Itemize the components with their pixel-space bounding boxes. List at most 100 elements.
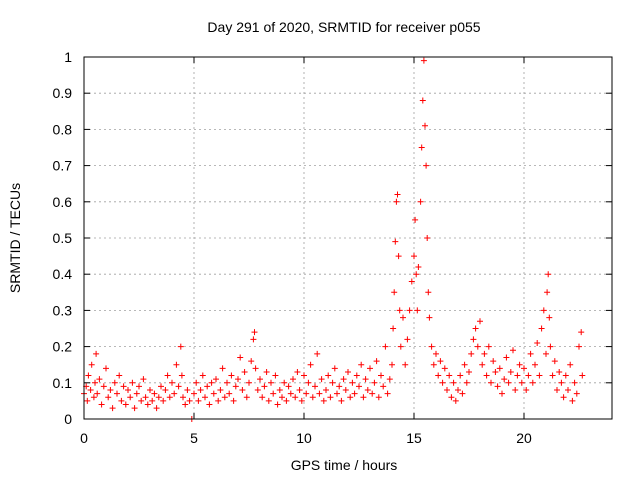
data-point: [160, 397, 167, 404]
data-point: [459, 390, 466, 397]
data-point: [477, 318, 483, 325]
data-point: [461, 361, 468, 368]
data-point: [384, 390, 391, 397]
data-point: [466, 368, 472, 375]
data-point: [571, 379, 578, 386]
data-point: [237, 354, 244, 361]
data-point: [274, 401, 281, 408]
data-point: [314, 350, 321, 357]
data-point: [296, 387, 303, 394]
data-point: [565, 387, 571, 394]
data-point: [175, 383, 182, 390]
data-point: [439, 379, 446, 386]
data-point: [529, 379, 536, 386]
data-point: [510, 347, 516, 354]
x-tick-label: 15: [406, 430, 422, 446]
data-point: [210, 390, 217, 397]
data-point: [327, 394, 334, 401]
data-point: [389, 361, 395, 368]
data-point: [345, 368, 351, 375]
data-point: [369, 390, 376, 397]
data-point: [554, 387, 560, 394]
data-point: [98, 401, 105, 408]
data-point: [547, 343, 554, 350]
data-point: [556, 368, 563, 375]
data-point: [499, 390, 505, 397]
data-point: [246, 379, 252, 386]
data-point: [393, 198, 400, 205]
data-point: [215, 397, 222, 404]
data-point: [331, 365, 338, 372]
data-point: [228, 372, 235, 379]
data-point: [96, 376, 103, 383]
data-point: [426, 314, 433, 321]
data-point: [521, 365, 527, 372]
data-points: [81, 57, 586, 422]
data-point: [155, 394, 162, 401]
data-point: [404, 336, 411, 343]
data-point: [516, 361, 523, 368]
data-point: [118, 397, 125, 404]
data-point: [450, 379, 457, 386]
y-tick-label: 0.8: [53, 121, 73, 137]
data-point: [356, 383, 362, 390]
data-point: [298, 397, 305, 404]
data-point: [114, 390, 120, 397]
data-point: [177, 343, 184, 350]
x-tick-label: 5: [190, 430, 198, 446]
data-point: [294, 368, 301, 375]
data-point: [153, 405, 160, 412]
y-tick-label: 0.3: [53, 302, 73, 318]
y-tick-label: 0.6: [53, 194, 73, 210]
data-point: [362, 376, 369, 383]
data-point: [463, 379, 470, 386]
data-point: [514, 372, 521, 379]
data-point: [312, 383, 318, 390]
data-point: [111, 379, 118, 386]
data-point: [525, 372, 532, 379]
data-point: [347, 394, 354, 401]
data-point: [309, 394, 316, 401]
data-point: [195, 397, 202, 404]
data-point: [166, 394, 173, 401]
data-point: [221, 394, 228, 401]
data-point: [292, 394, 299, 401]
data-point: [202, 394, 208, 401]
data-point: [138, 397, 145, 404]
data-point: [371, 379, 378, 386]
data-point: [540, 307, 547, 314]
data-point: [576, 343, 582, 350]
data-point: [532, 361, 538, 368]
data-point: [414, 307, 421, 314]
data-point: [243, 394, 250, 401]
data-point: [523, 387, 530, 394]
data-point: [230, 397, 237, 404]
y-tick-label: 1: [64, 49, 72, 65]
data-point: [334, 390, 340, 397]
data-point: [481, 350, 488, 357]
data-point: [94, 390, 101, 397]
data-point: [560, 394, 567, 401]
data-point: [252, 365, 259, 372]
data-point: [164, 372, 171, 379]
data-point: [336, 383, 343, 390]
data-point: [494, 383, 501, 390]
data-point: [507, 368, 514, 375]
data-point: [538, 325, 545, 332]
data-point: [204, 383, 211, 390]
data-point: [320, 397, 327, 404]
data-point: [219, 365, 226, 372]
data-point: [120, 383, 127, 390]
data-point: [285, 383, 292, 390]
data-point: [270, 390, 277, 397]
data-point: [400, 314, 406, 321]
data-point: [395, 253, 402, 260]
data-point: [127, 394, 134, 401]
data-point: [367, 365, 373, 372]
data-point: [549, 372, 556, 379]
data-point: [518, 379, 525, 386]
data-point: [109, 405, 116, 412]
data-point: [423, 162, 430, 169]
data-point: [88, 361, 95, 368]
